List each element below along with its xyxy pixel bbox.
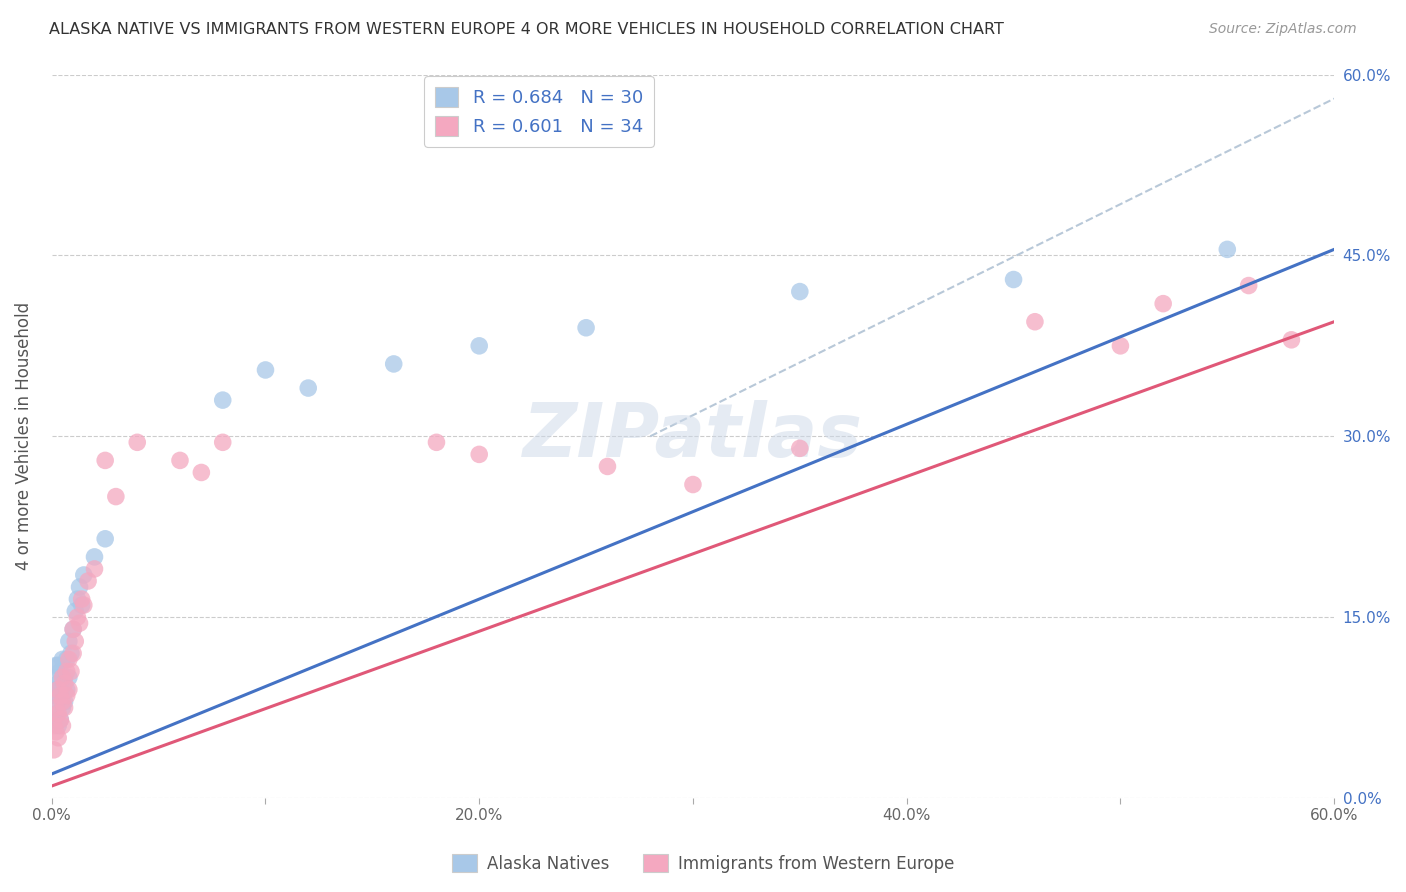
Point (59, 646, 82, 660)
Point (1281, 333, 1303, 347)
Point (69, 616, 91, 631)
Point (211, 393, 233, 408)
Point (55, 652, 77, 666)
Point (1109, 339, 1132, 353)
Point (65, 634, 87, 648)
Point (46, 719, 69, 733)
Point (104, 490, 127, 504)
Point (49, 689, 72, 703)
Point (254, 363, 277, 377)
Point (83, 562, 105, 576)
Point (169, 453, 191, 467)
Point (51, 695, 73, 709)
Point (94, 453, 117, 467)
Point (596, 459, 619, 474)
Point (789, 285, 811, 299)
Point (46, 682, 69, 697)
Point (51, 670, 73, 684)
Point (46, 676, 69, 690)
Point (1152, 296, 1174, 310)
Point (53, 700, 76, 714)
Point (58, 634, 80, 648)
Text: ALASKA NATIVE VS IMMIGRANTS FROM WESTERN EUROPE 4 OR MORE VEHICLES IN HOUSEHOLD : ALASKA NATIVE VS IMMIGRANTS FROM WESTERN… (49, 22, 1004, 37)
Point (468, 447, 491, 461)
Point (45, 670, 67, 684)
Point (468, 339, 491, 353)
Point (51, 719, 73, 733)
Point (58, 682, 80, 697)
Point (1002, 272, 1025, 286)
Point (62, 622, 84, 636)
Point (55, 665, 77, 679)
Point (70, 598, 93, 612)
Point (66, 592, 89, 607)
Point (46, 695, 69, 709)
Point (127, 435, 149, 450)
Point (51, 682, 73, 697)
Point (46, 706, 69, 721)
Point (45, 700, 67, 714)
Point (51, 700, 73, 714)
Point (425, 435, 447, 450)
Point (53, 670, 76, 684)
Point (190, 466, 212, 480)
Point (45, 658, 67, 673)
Point (49, 665, 72, 679)
Point (62, 646, 84, 660)
Point (83, 549, 105, 564)
Point (682, 477, 704, 491)
Point (53, 676, 76, 690)
Point (1216, 243, 1239, 257)
Point (62, 622, 84, 636)
Point (55, 682, 77, 697)
Point (69, 580, 91, 594)
Point (575, 320, 598, 334)
Point (53, 695, 76, 709)
Point (42, 743, 65, 757)
Y-axis label: 4 or more Vehicles in Household: 4 or more Vehicles in Household (15, 302, 32, 570)
Point (65, 604, 87, 618)
Legend: Alaska Natives, Immigrants from Western Europe: Alaska Natives, Immigrants from Western … (446, 847, 960, 880)
Point (42, 713, 65, 727)
Point (77, 574, 100, 588)
Point (45, 706, 67, 721)
Point (59, 665, 82, 679)
Point (42, 719, 65, 733)
Point (49, 713, 72, 727)
Point (45, 682, 67, 697)
Point (55, 689, 77, 703)
Point (58, 670, 80, 684)
Point (1024, 315, 1046, 329)
Point (297, 381, 319, 395)
Point (42, 689, 65, 703)
Point (789, 442, 811, 456)
Text: Source: ZipAtlas.com: Source: ZipAtlas.com (1209, 22, 1357, 37)
Point (49, 713, 72, 727)
Point (51, 652, 73, 666)
Point (49, 689, 72, 703)
Point (70, 592, 93, 607)
Point (46, 731, 69, 745)
Point (382, 357, 405, 371)
Point (45, 724, 67, 739)
Text: ZIPatlas: ZIPatlas (523, 400, 863, 473)
Legend: R = 0.684   N = 30, R = 0.601   N = 34: R = 0.684 N = 30, R = 0.601 N = 34 (425, 77, 654, 147)
Point (66, 610, 89, 624)
Point (94, 532, 117, 546)
Point (58, 652, 80, 666)
Point (46, 658, 69, 673)
Point (73, 598, 96, 612)
Point (211, 435, 233, 450)
Point (1237, 278, 1260, 293)
Point (73, 568, 96, 582)
